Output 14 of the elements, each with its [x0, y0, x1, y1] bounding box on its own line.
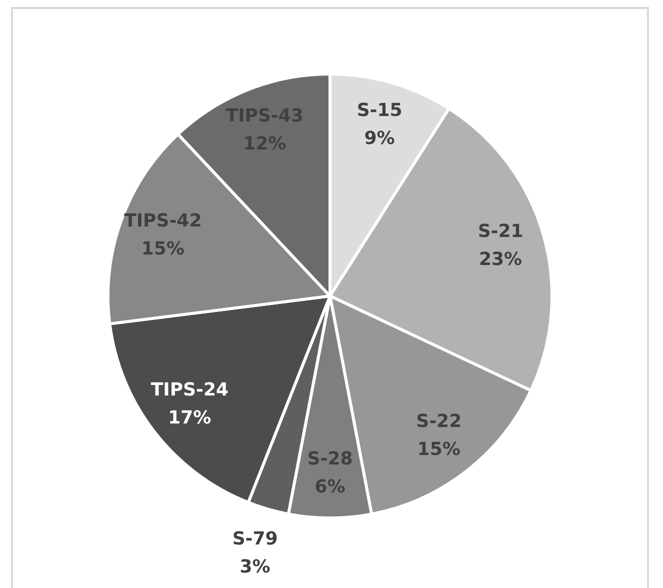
slice-label: S-79 — [232, 528, 278, 550]
slice-label: TIPS-42 — [124, 210, 202, 232]
data-label: 9% — [364, 128, 395, 150]
slice-label: S-22 — [416, 411, 462, 432]
slice-label: S-21 — [478, 221, 524, 242]
slice-label: TIPS-24 — [150, 380, 228, 401]
slice-label: S-28 — [307, 448, 353, 470]
data-label: 17% — [168, 408, 212, 429]
slice-label: S-15 — [356, 100, 402, 122]
data-label: 23% — [479, 249, 522, 270]
data-label: 6% — [314, 476, 346, 498]
data-label: 15% — [141, 238, 184, 260]
data-label: 3% — [240, 556, 270, 578]
data-label: 15% — [417, 439, 460, 460]
